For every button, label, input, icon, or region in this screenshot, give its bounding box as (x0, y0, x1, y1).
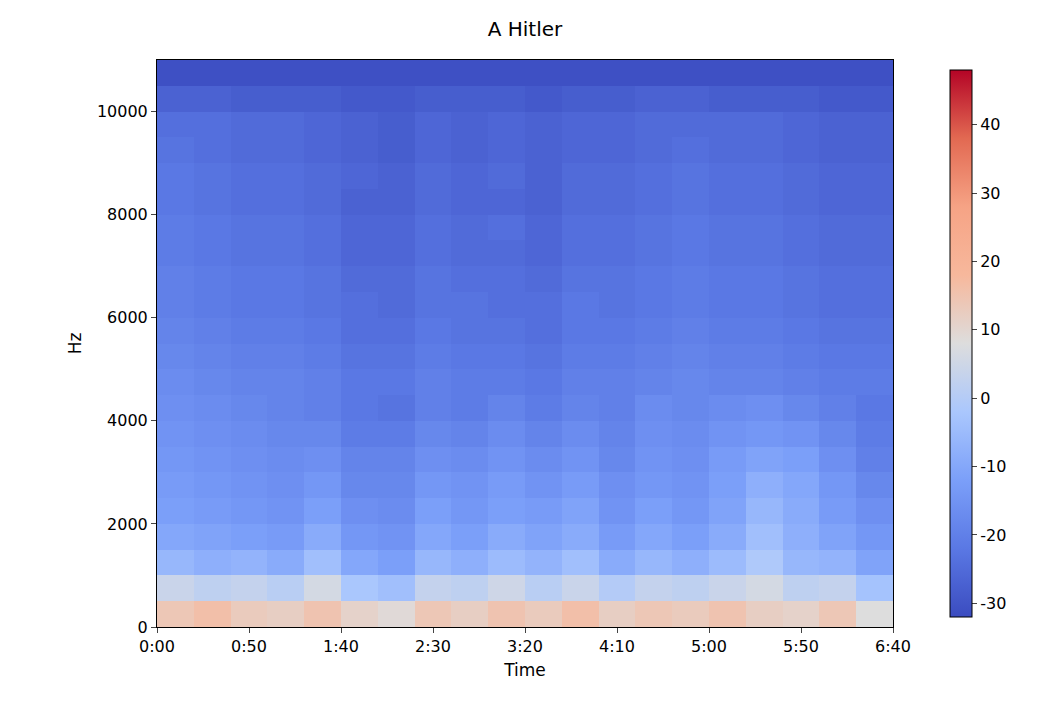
svg-text:4000: 4000 (107, 411, 148, 430)
svg-text:3:20: 3:20 (507, 637, 543, 656)
svg-text:2:30: 2:30 (415, 637, 451, 656)
svg-text:20: 20 (980, 252, 1000, 271)
svg-text:10: 10 (980, 320, 1000, 339)
svg-text:-10: -10 (980, 457, 1006, 476)
svg-text:30: 30 (980, 184, 1000, 203)
svg-text:0: 0 (980, 389, 990, 408)
svg-text:Hz: Hz (65, 333, 85, 355)
svg-text:6:40: 6:40 (875, 637, 911, 656)
svg-text:1:40: 1:40 (323, 637, 359, 656)
svg-text:5:50: 5:50 (783, 637, 819, 656)
svg-text:Time: Time (503, 660, 546, 680)
svg-text:6000: 6000 (107, 308, 148, 327)
svg-text:A Hitler: A Hitler (488, 17, 563, 41)
svg-text:0:00: 0:00 (139, 637, 175, 656)
svg-text:2000: 2000 (107, 515, 148, 534)
svg-text:8000: 8000 (107, 205, 148, 224)
svg-text:10000: 10000 (97, 102, 148, 121)
svg-text:4:10: 4:10 (599, 637, 635, 656)
svg-text:-20: -20 (980, 526, 1006, 545)
svg-text:-30: -30 (980, 594, 1006, 613)
svg-text:0:50: 0:50 (231, 637, 267, 656)
svg-text:0: 0 (138, 618, 148, 637)
svg-text:40: 40 (980, 115, 1000, 134)
svg-text:5:00: 5:00 (691, 637, 727, 656)
